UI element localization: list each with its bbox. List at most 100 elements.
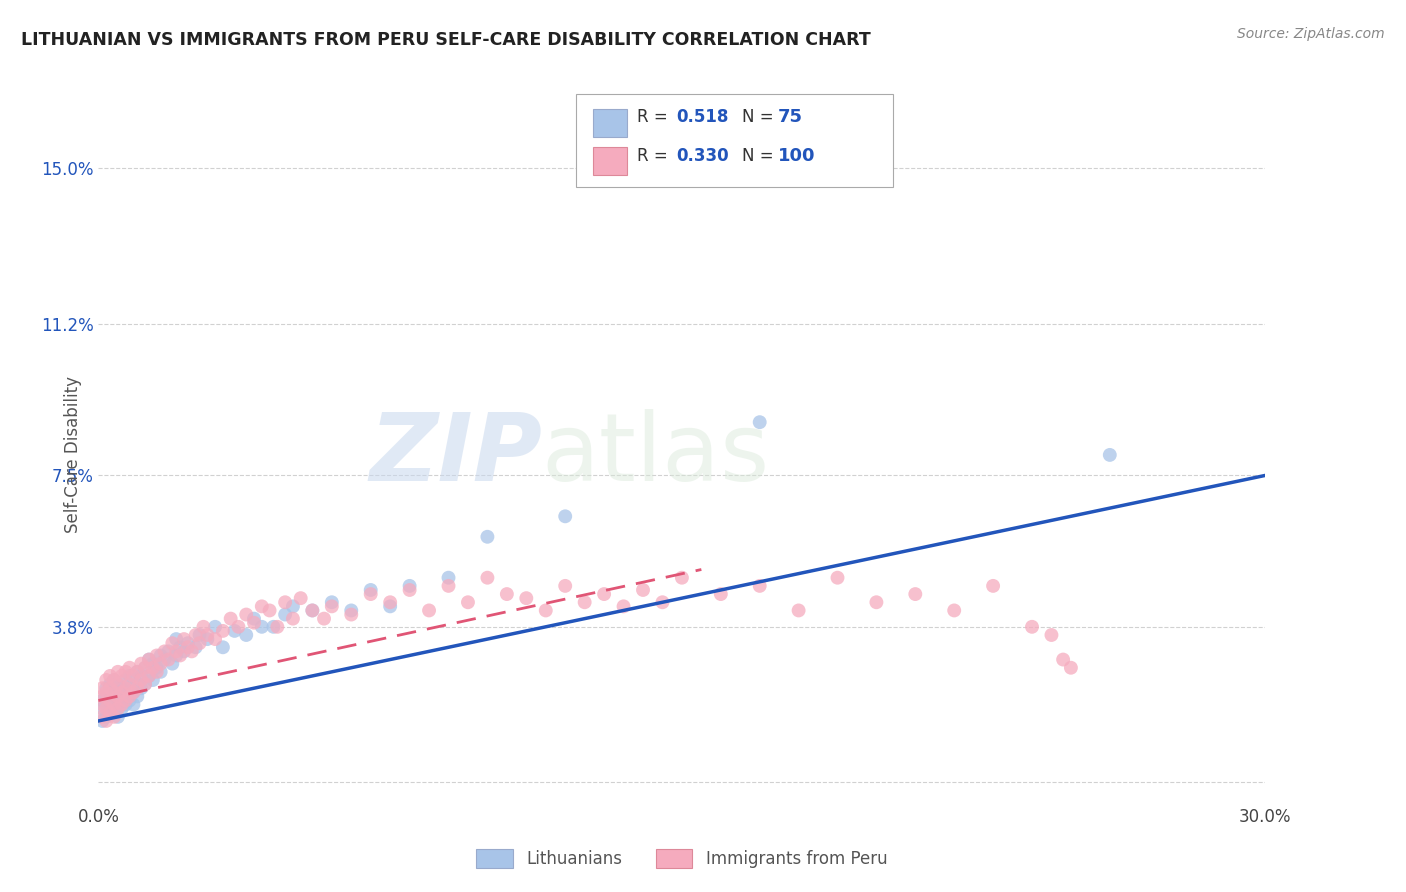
Point <box>103 681 125 696</box>
Point <box>380 599 402 614</box>
Point <box>149 657 172 671</box>
Point <box>259 603 281 617</box>
Point <box>274 595 297 609</box>
Point <box>96 698 118 712</box>
Point <box>787 603 810 617</box>
Point <box>111 693 134 707</box>
Point <box>149 665 172 679</box>
Point <box>107 701 129 715</box>
Point <box>146 648 169 663</box>
Point <box>127 690 149 704</box>
Point <box>437 579 460 593</box>
Point <box>138 652 160 666</box>
Point <box>122 669 145 683</box>
Point <box>122 698 145 712</box>
Point <box>165 644 187 658</box>
Point <box>138 669 160 683</box>
Point <box>981 579 1004 593</box>
Point <box>118 677 141 691</box>
Point <box>554 579 576 593</box>
Point <box>96 681 118 696</box>
Point <box>165 632 187 646</box>
Point <box>671 571 693 585</box>
Point <box>250 599 273 614</box>
Point <box>96 701 118 715</box>
Point <box>360 587 382 601</box>
Point <box>477 530 499 544</box>
Point <box>107 677 129 691</box>
Point <box>114 673 136 687</box>
Point <box>114 685 136 699</box>
Point <box>301 603 323 617</box>
Point <box>243 612 266 626</box>
Point <box>177 636 200 650</box>
Point <box>103 701 125 715</box>
Point <box>122 685 145 699</box>
Point <box>380 595 402 609</box>
Point <box>127 665 149 679</box>
Point <box>321 595 343 609</box>
Point <box>118 690 141 704</box>
Point <box>748 579 770 593</box>
Point <box>98 706 121 720</box>
Point <box>554 509 576 524</box>
Text: N =: N = <box>742 147 779 165</box>
Point <box>1060 661 1083 675</box>
Point <box>91 714 114 728</box>
Point <box>111 669 134 683</box>
Text: 75: 75 <box>778 108 803 127</box>
Point <box>290 591 312 606</box>
Point <box>904 587 927 601</box>
Legend: Lithuanians, Immigrants from Peru: Lithuanians, Immigrants from Peru <box>470 842 894 874</box>
Point <box>91 693 114 707</box>
Point <box>165 648 187 663</box>
Point <box>613 599 636 614</box>
Point <box>281 612 304 626</box>
Point <box>103 673 125 687</box>
Point <box>184 640 207 655</box>
Point <box>496 587 519 601</box>
Point <box>96 714 118 728</box>
Point <box>180 644 202 658</box>
Point <box>266 620 288 634</box>
Point <box>748 415 770 429</box>
Point <box>96 690 118 704</box>
Point <box>118 693 141 707</box>
Point <box>111 685 134 699</box>
Point <box>134 677 156 691</box>
Text: 100: 100 <box>778 147 815 165</box>
Point <box>98 693 121 707</box>
Point <box>142 661 165 675</box>
Point <box>107 690 129 704</box>
Point <box>173 632 195 646</box>
Point <box>149 648 172 663</box>
Point <box>274 607 297 622</box>
Point <box>398 579 420 593</box>
Point <box>651 595 673 609</box>
Point <box>418 603 440 617</box>
Point <box>437 571 460 585</box>
Point <box>534 603 557 617</box>
Point <box>212 640 235 655</box>
Point <box>103 685 125 699</box>
Point <box>103 673 125 687</box>
Point <box>157 644 180 658</box>
Point <box>162 657 184 671</box>
Point <box>98 706 121 720</box>
Point <box>262 620 284 634</box>
Point <box>111 698 134 712</box>
Point <box>865 595 887 609</box>
Point <box>103 710 125 724</box>
Point <box>129 657 152 671</box>
Point <box>138 652 160 666</box>
Point <box>127 677 149 691</box>
Point <box>127 681 149 696</box>
Point <box>195 628 218 642</box>
Point <box>169 648 191 663</box>
Point <box>188 628 211 642</box>
Point <box>107 710 129 724</box>
Point <box>114 693 136 707</box>
Point <box>111 701 134 715</box>
Point <box>281 599 304 614</box>
Point <box>631 582 654 597</box>
